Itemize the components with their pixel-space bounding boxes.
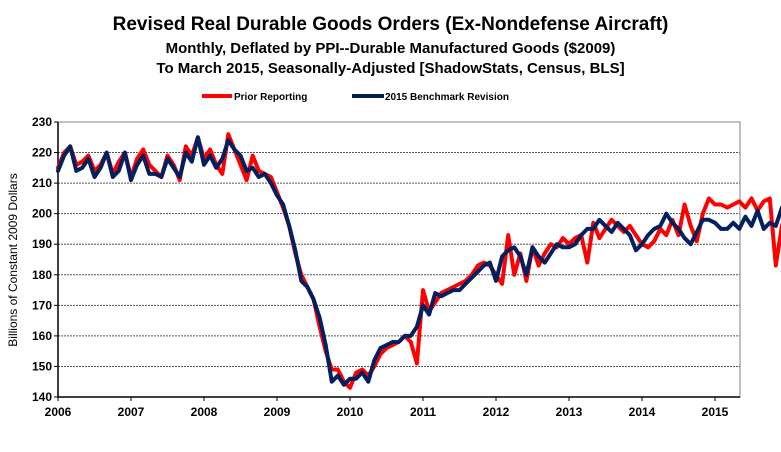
y-tick-label: 140 bbox=[32, 390, 52, 404]
y-tick-label: 210 bbox=[32, 176, 52, 190]
y-tick-label: 150 bbox=[32, 359, 52, 373]
x-tick-label: 2010 bbox=[337, 405, 364, 419]
y-tick-label: 190 bbox=[32, 237, 52, 251]
x-tick-label: 2015 bbox=[702, 405, 729, 419]
x-tick-label: 2008 bbox=[191, 405, 218, 419]
y-tick-label: 230 bbox=[32, 115, 52, 129]
chart-title: Revised Real Durable Goods Orders (Ex-No… bbox=[112, 14, 669, 35]
x-tick-label: 2007 bbox=[118, 405, 145, 419]
series-line-2015-benchmark bbox=[56, 135, 781, 387]
legend-label-benchmark: 2015 Benchmark Revision bbox=[385, 92, 509, 103]
gridlines bbox=[58, 121, 740, 367]
x-tick-label: 2014 bbox=[629, 405, 656, 419]
x-tick-label: 2012 bbox=[483, 405, 510, 419]
legend-label-prior: Prior Reporting bbox=[234, 92, 307, 103]
x-tick-label: 2006 bbox=[45, 405, 72, 419]
x-tick-label: 2013 bbox=[556, 405, 583, 419]
y-tick-label: 220 bbox=[32, 146, 52, 160]
y-axis-label: Billions of Constant 2009 Dollars bbox=[6, 173, 20, 346]
chart-subtitle-1: Monthly, Deflated by PPI--Durable Manufa… bbox=[165, 40, 616, 57]
x-tick-labels: 2006 2007 2008 2009 2010 2011 2012 2013 2014 2015 bbox=[45, 397, 729, 419]
y-tick-labels: 140 150 160 170 180 190 200 210 220 230 bbox=[32, 115, 58, 404]
y-tick-label: 170 bbox=[32, 298, 52, 312]
y-tick-label: 160 bbox=[32, 329, 52, 343]
legend: Prior Reporting 2015 Benchmark Revision bbox=[202, 92, 509, 103]
x-tick-label: 2009 bbox=[264, 405, 291, 419]
y-tick-label: 200 bbox=[32, 207, 52, 221]
plot-border bbox=[57, 121, 741, 398]
series-line-prior-reporting bbox=[56, 132, 781, 390]
y-tick-label: 180 bbox=[32, 268, 52, 282]
chart-subtitle-2: To March 2015, Seasonally-Adjusted [Shad… bbox=[156, 60, 625, 77]
series-lines bbox=[56, 132, 781, 390]
x-tick-label: 2011 bbox=[410, 405, 436, 419]
